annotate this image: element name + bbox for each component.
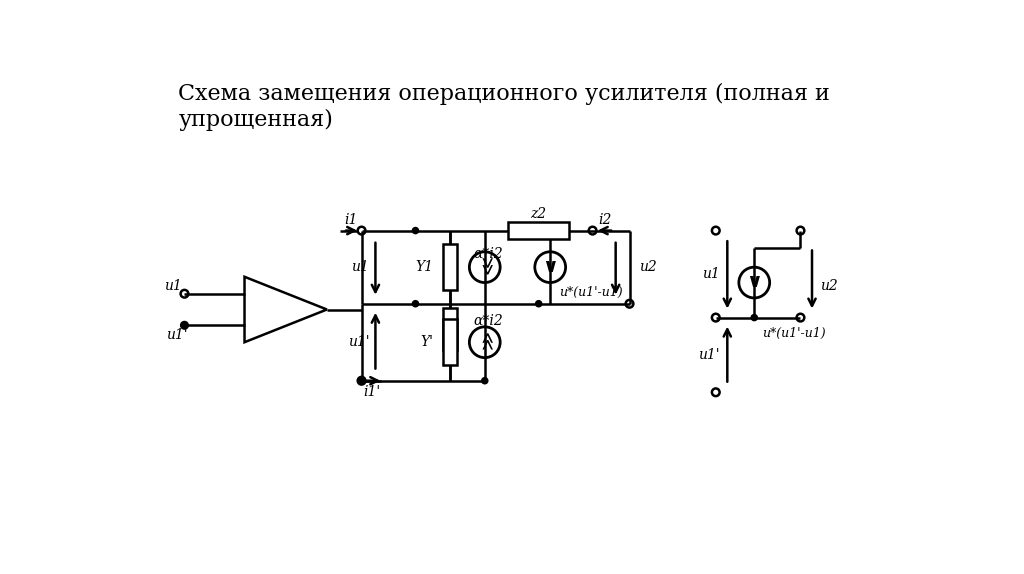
Text: u1': u1' [166,328,187,342]
Circle shape [481,378,487,384]
Text: ∨: ∨ [746,272,762,291]
Text: u1: u1 [701,267,720,281]
Text: u1': u1' [347,335,370,349]
Text: u*(u1'-u1): u*(u1'-u1) [762,327,825,339]
Circle shape [752,315,758,321]
Text: Схема замещения операционного усилителя (полная и: Схема замещения операционного усилителя … [178,83,830,105]
Text: α*i2: α*i2 [474,247,504,261]
Text: упрощенная): упрощенная) [178,109,333,131]
Text: u*(u1'-u1): u*(u1'-u1) [559,286,623,298]
Text: i2: i2 [598,213,611,227]
Bar [443,244,457,290]
Bar [508,222,569,239]
Circle shape [413,227,419,234]
Text: u2: u2 [639,260,656,274]
Text: α*i2: α*i2 [474,313,504,328]
Text: Y1: Y1 [415,260,433,274]
Text: ∨: ∨ [543,257,558,276]
Text: u2: u2 [819,278,838,293]
Circle shape [413,301,419,307]
Circle shape [358,378,365,384]
Circle shape [536,301,542,307]
Text: i1: i1 [344,213,357,227]
Bar [443,308,457,350]
Text: z2: z2 [530,207,547,220]
Text: ≫: ≫ [476,257,494,276]
Text: i1': i1' [364,385,381,398]
Text: ≪: ≪ [476,332,494,351]
Text: u1': u1' [698,348,720,362]
Bar [443,319,457,365]
Circle shape [180,321,188,329]
Text: Y': Y' [420,335,433,349]
Text: u1: u1 [164,279,182,293]
Text: u1: u1 [351,260,370,274]
